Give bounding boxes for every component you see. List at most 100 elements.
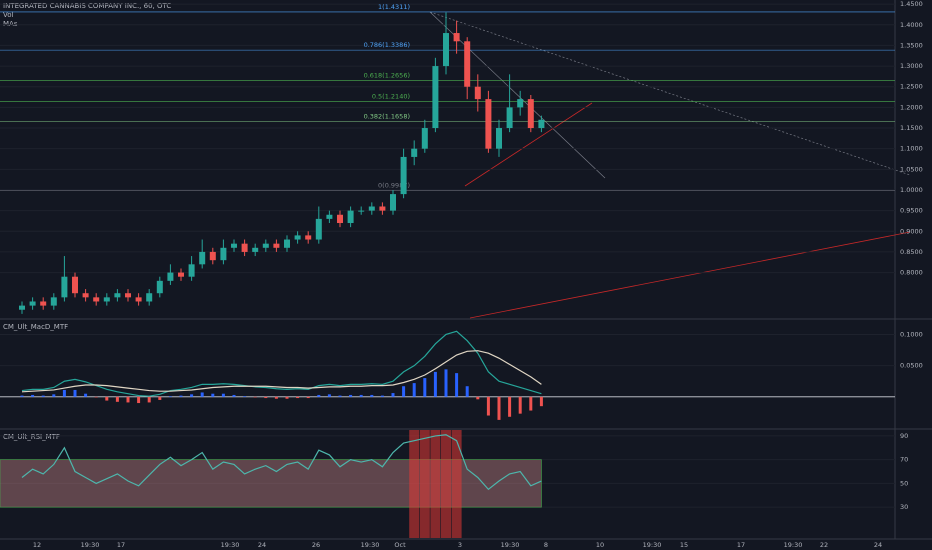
rsi-line <box>21 434 542 491</box>
candle-body <box>29 301 36 306</box>
x-tick-label: 8 <box>544 541 548 549</box>
candle-body <box>326 214 333 219</box>
histogram-bar <box>529 396 533 411</box>
histogram-bar <box>52 394 56 397</box>
histogram-bar <box>412 383 416 397</box>
y-tick-label: 1.1500 <box>900 124 923 132</box>
candle-body <box>199 251 206 265</box>
histogram-bar <box>147 396 151 403</box>
candle-body <box>474 86 481 100</box>
candle-body <box>188 264 195 277</box>
trend-line <box>469 231 911 319</box>
macd-line <box>21 330 542 397</box>
histogram-bar <box>137 396 141 404</box>
candle-body <box>358 210 365 212</box>
fib-label: 0.5(1.2140) <box>372 93 410 101</box>
y-tick-label: 0.0500 <box>900 362 923 370</box>
histogram-bar <box>221 393 225 397</box>
histogram-bar <box>243 396 247 397</box>
candle-body <box>156 280 163 294</box>
candle-body <box>453 33 460 42</box>
histogram-bar <box>402 386 406 397</box>
x-tick-label: 24 <box>258 541 266 549</box>
histogram-bar <box>94 396 98 398</box>
candle-body <box>411 148 418 157</box>
histogram-bar <box>476 396 480 400</box>
candle-body <box>40 301 47 306</box>
macd-line <box>21 350 542 393</box>
y-tick-label: 30 <box>900 503 908 511</box>
x-tick-label: 19:30 <box>643 541 662 549</box>
candle-body <box>368 206 375 211</box>
histogram-bar <box>31 394 35 397</box>
overbought-highlight <box>430 430 441 538</box>
histogram-bar <box>370 394 374 397</box>
candle-body <box>496 128 502 149</box>
histogram-bar <box>349 394 353 397</box>
histogram-bar <box>444 369 448 397</box>
candle-body <box>231 243 237 248</box>
x-tick-label: 19:30 <box>221 541 240 549</box>
x-tick-label: 17 <box>737 541 745 549</box>
histogram-bar <box>73 389 77 397</box>
y-tick-label: 1.2000 <box>900 103 923 111</box>
candle-body <box>103 297 110 302</box>
x-tick-label: 19:30 <box>361 541 380 549</box>
y-tick-label: 1.1000 <box>900 145 923 153</box>
overbought-highlight <box>451 430 462 538</box>
candle-body <box>93 297 100 302</box>
fib-label: 0.382(1.1658) <box>364 113 410 121</box>
histogram-bar <box>105 396 109 401</box>
histogram-bar <box>20 395 24 397</box>
candle-body <box>390 194 396 211</box>
fib-label: 0(0.9987) <box>378 182 410 190</box>
x-tick-label: 15 <box>680 541 688 549</box>
candle-body <box>284 239 290 248</box>
y-tick-label: 1.4000 <box>900 21 923 29</box>
candle-body <box>305 235 312 240</box>
fib-label: 1(1.4311) <box>378 3 410 11</box>
x-tick-label: 3 <box>458 541 462 549</box>
y-tick-label: 1.0500 <box>900 165 923 173</box>
histogram-bar <box>62 389 66 397</box>
x-tick-label: Oct <box>394 541 406 549</box>
histogram-bar <box>380 395 384 397</box>
y-tick-label: 1.3500 <box>900 41 923 49</box>
histogram-bar <box>455 373 459 397</box>
chart-title: INTEGRATED CANNABIS COMPANY INC., 60, OT… <box>3 2 171 10</box>
candle-body <box>421 128 428 149</box>
candle-body <box>464 41 471 87</box>
histogram-bar <box>253 396 257 398</box>
x-tick-label: 19:30 <box>784 541 803 549</box>
y-tick-label: 70 <box>900 456 908 464</box>
candle-body <box>167 272 174 281</box>
histogram-bar <box>274 396 278 399</box>
y-tick-label: 0.9500 <box>900 207 923 215</box>
histogram-bar <box>285 396 289 399</box>
candle-body <box>50 297 57 306</box>
overbought-highlight <box>409 430 420 538</box>
x-tick-label: 26 <box>312 541 320 549</box>
histogram-bar <box>391 393 395 397</box>
candle-body <box>294 235 301 240</box>
candle-body <box>527 99 534 129</box>
x-tick-label: 22 <box>820 541 828 549</box>
histogram-bar <box>486 396 490 416</box>
candle-body <box>315 218 322 240</box>
candle-body <box>146 293 153 302</box>
histogram-bar <box>158 396 162 400</box>
candle-body <box>241 243 248 252</box>
histogram-bar <box>200 392 204 397</box>
candle-body <box>432 66 439 129</box>
indicator-label: MAs <box>3 20 18 28</box>
y-tick-label: 1.4500 <box>900 0 923 8</box>
y-tick-label: 90 <box>900 432 908 440</box>
trend-line <box>429 11 911 176</box>
x-tick-label: 12 <box>33 541 41 549</box>
x-tick-label: 17 <box>117 541 125 549</box>
candle-body <box>61 276 68 298</box>
x-tick-label: 10 <box>596 541 604 549</box>
histogram-bar <box>232 394 236 397</box>
